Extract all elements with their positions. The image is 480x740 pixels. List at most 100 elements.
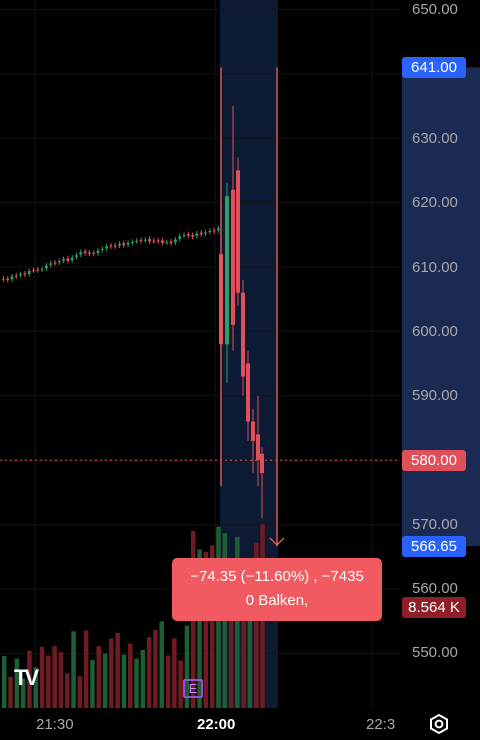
- candle-body: [66, 258, 70, 261]
- candle-body: [131, 241, 134, 243]
- volume-bar: [134, 658, 139, 708]
- earnings-marker[interactable]: E: [183, 679, 203, 698]
- candle-body: [135, 240, 139, 242]
- candle-body: [156, 240, 160, 242]
- candle-body: [186, 234, 190, 236]
- volume-bar: [128, 643, 133, 708]
- candle-body: [96, 250, 100, 254]
- measure-delta-text: −74.35 (−11.60%) , −7435: [190, 568, 364, 585]
- candle-body: [161, 240, 164, 243]
- price-tick-610: 610.00: [412, 259, 458, 276]
- volume-bar: [146, 637, 152, 708]
- volume-bar: [20, 678, 26, 708]
- candle-body: [260, 453, 264, 474]
- candle-body: [62, 259, 65, 261]
- candle-body: [169, 241, 173, 244]
- volume-bar: [58, 652, 64, 708]
- volume-bar: [203, 551, 209, 708]
- candle-body: [40, 269, 44, 271]
- candle-body: [256, 434, 260, 461]
- price-tick-560: 560.00: [412, 580, 458, 597]
- candle-body: [204, 232, 207, 234]
- volume-bar: [109, 638, 114, 708]
- time-tick-2200: 22:00: [197, 716, 236, 733]
- volume-bar: [209, 545, 215, 708]
- candle-body: [148, 238, 151, 242]
- candle-body: [174, 239, 177, 243]
- volume-bar: [115, 632, 120, 708]
- volume-bar: [235, 536, 240, 708]
- volume-bar: [228, 558, 234, 708]
- candle-body: [113, 245, 117, 247]
- candle-body: [231, 189, 235, 325]
- volume-bar: [247, 572, 253, 708]
- price-tick-600: 600.00: [412, 323, 458, 340]
- candle-body: [109, 245, 113, 247]
- settings-gear-icon[interactable]: [428, 713, 450, 735]
- volume-bar: [159, 621, 164, 708]
- candle-body: [199, 232, 203, 235]
- candle-body: [212, 230, 216, 232]
- volume-bar: [33, 667, 38, 708]
- measure-arrow: [269, 537, 285, 546]
- candle-body: [23, 273, 27, 275]
- candle-body: [217, 228, 220, 231]
- candle-body: [79, 252, 83, 255]
- price-tick-650: 650.00: [412, 1, 458, 18]
- volume-bar: [2, 656, 7, 708]
- volume-badge: 8.564 K: [402, 597, 466, 618]
- bottom-price-badge: 566.65: [402, 536, 466, 557]
- volume-bar: [39, 646, 45, 708]
- volume-bar: [241, 577, 246, 708]
- volume-bar: [27, 650, 32, 708]
- candle-body: [57, 261, 61, 263]
- time-tick-2130: 21:30: [36, 716, 74, 733]
- candle-body: [236, 170, 240, 293]
- candle-body: [195, 233, 199, 236]
- volume-bar: [165, 655, 171, 708]
- price-tick-590: 590.00: [412, 387, 458, 404]
- top-price-badge: 641.00: [402, 57, 466, 78]
- candle-body: [19, 274, 22, 276]
- tradingview-logo[interactable]: TV: [14, 667, 58, 689]
- candle-body: [241, 292, 245, 377]
- candle-body: [88, 252, 91, 254]
- candle-body: [122, 243, 126, 246]
- logo-text: TV: [14, 665, 39, 690]
- volume-bar: [140, 649, 146, 708]
- candle-body: [92, 252, 96, 254]
- price-tick-630: 630.00: [412, 130, 458, 147]
- candle-body: [6, 278, 10, 280]
- candle-body: [182, 234, 186, 236]
- volume-bar: [77, 676, 83, 708]
- candle-body: [208, 231, 212, 233]
- candle-body: [126, 242, 130, 245]
- volume-bar: [197, 549, 202, 708]
- volume-bar: [153, 629, 158, 708]
- volume-bar: [178, 660, 183, 708]
- candle-body: [70, 257, 74, 261]
- price-tick-550: 550.00: [412, 644, 458, 661]
- earnings-marker-label: E: [188, 681, 198, 696]
- candle-body: [45, 265, 48, 269]
- candle-body: [83, 251, 87, 254]
- candle-body: [246, 363, 250, 422]
- candle-body: [2, 278, 5, 280]
- candle-body: [36, 269, 40, 271]
- candle-body: [143, 239, 147, 241]
- candle-body: [139, 240, 143, 242]
- candle-body: [75, 255, 78, 257]
- candle-body: [10, 276, 14, 280]
- time-tick-2230: 22:3: [366, 716, 396, 733]
- candle-body: [225, 196, 229, 345]
- price-tick-570: 570.00: [412, 516, 458, 533]
- candle-body: [53, 262, 57, 264]
- candle-body: [191, 235, 194, 237]
- volume-bar: [83, 630, 89, 708]
- candle-body: [49, 263, 53, 265]
- volume-bar: [8, 676, 13, 708]
- candle-body: [27, 270, 31, 274]
- candle-body: [165, 242, 169, 244]
